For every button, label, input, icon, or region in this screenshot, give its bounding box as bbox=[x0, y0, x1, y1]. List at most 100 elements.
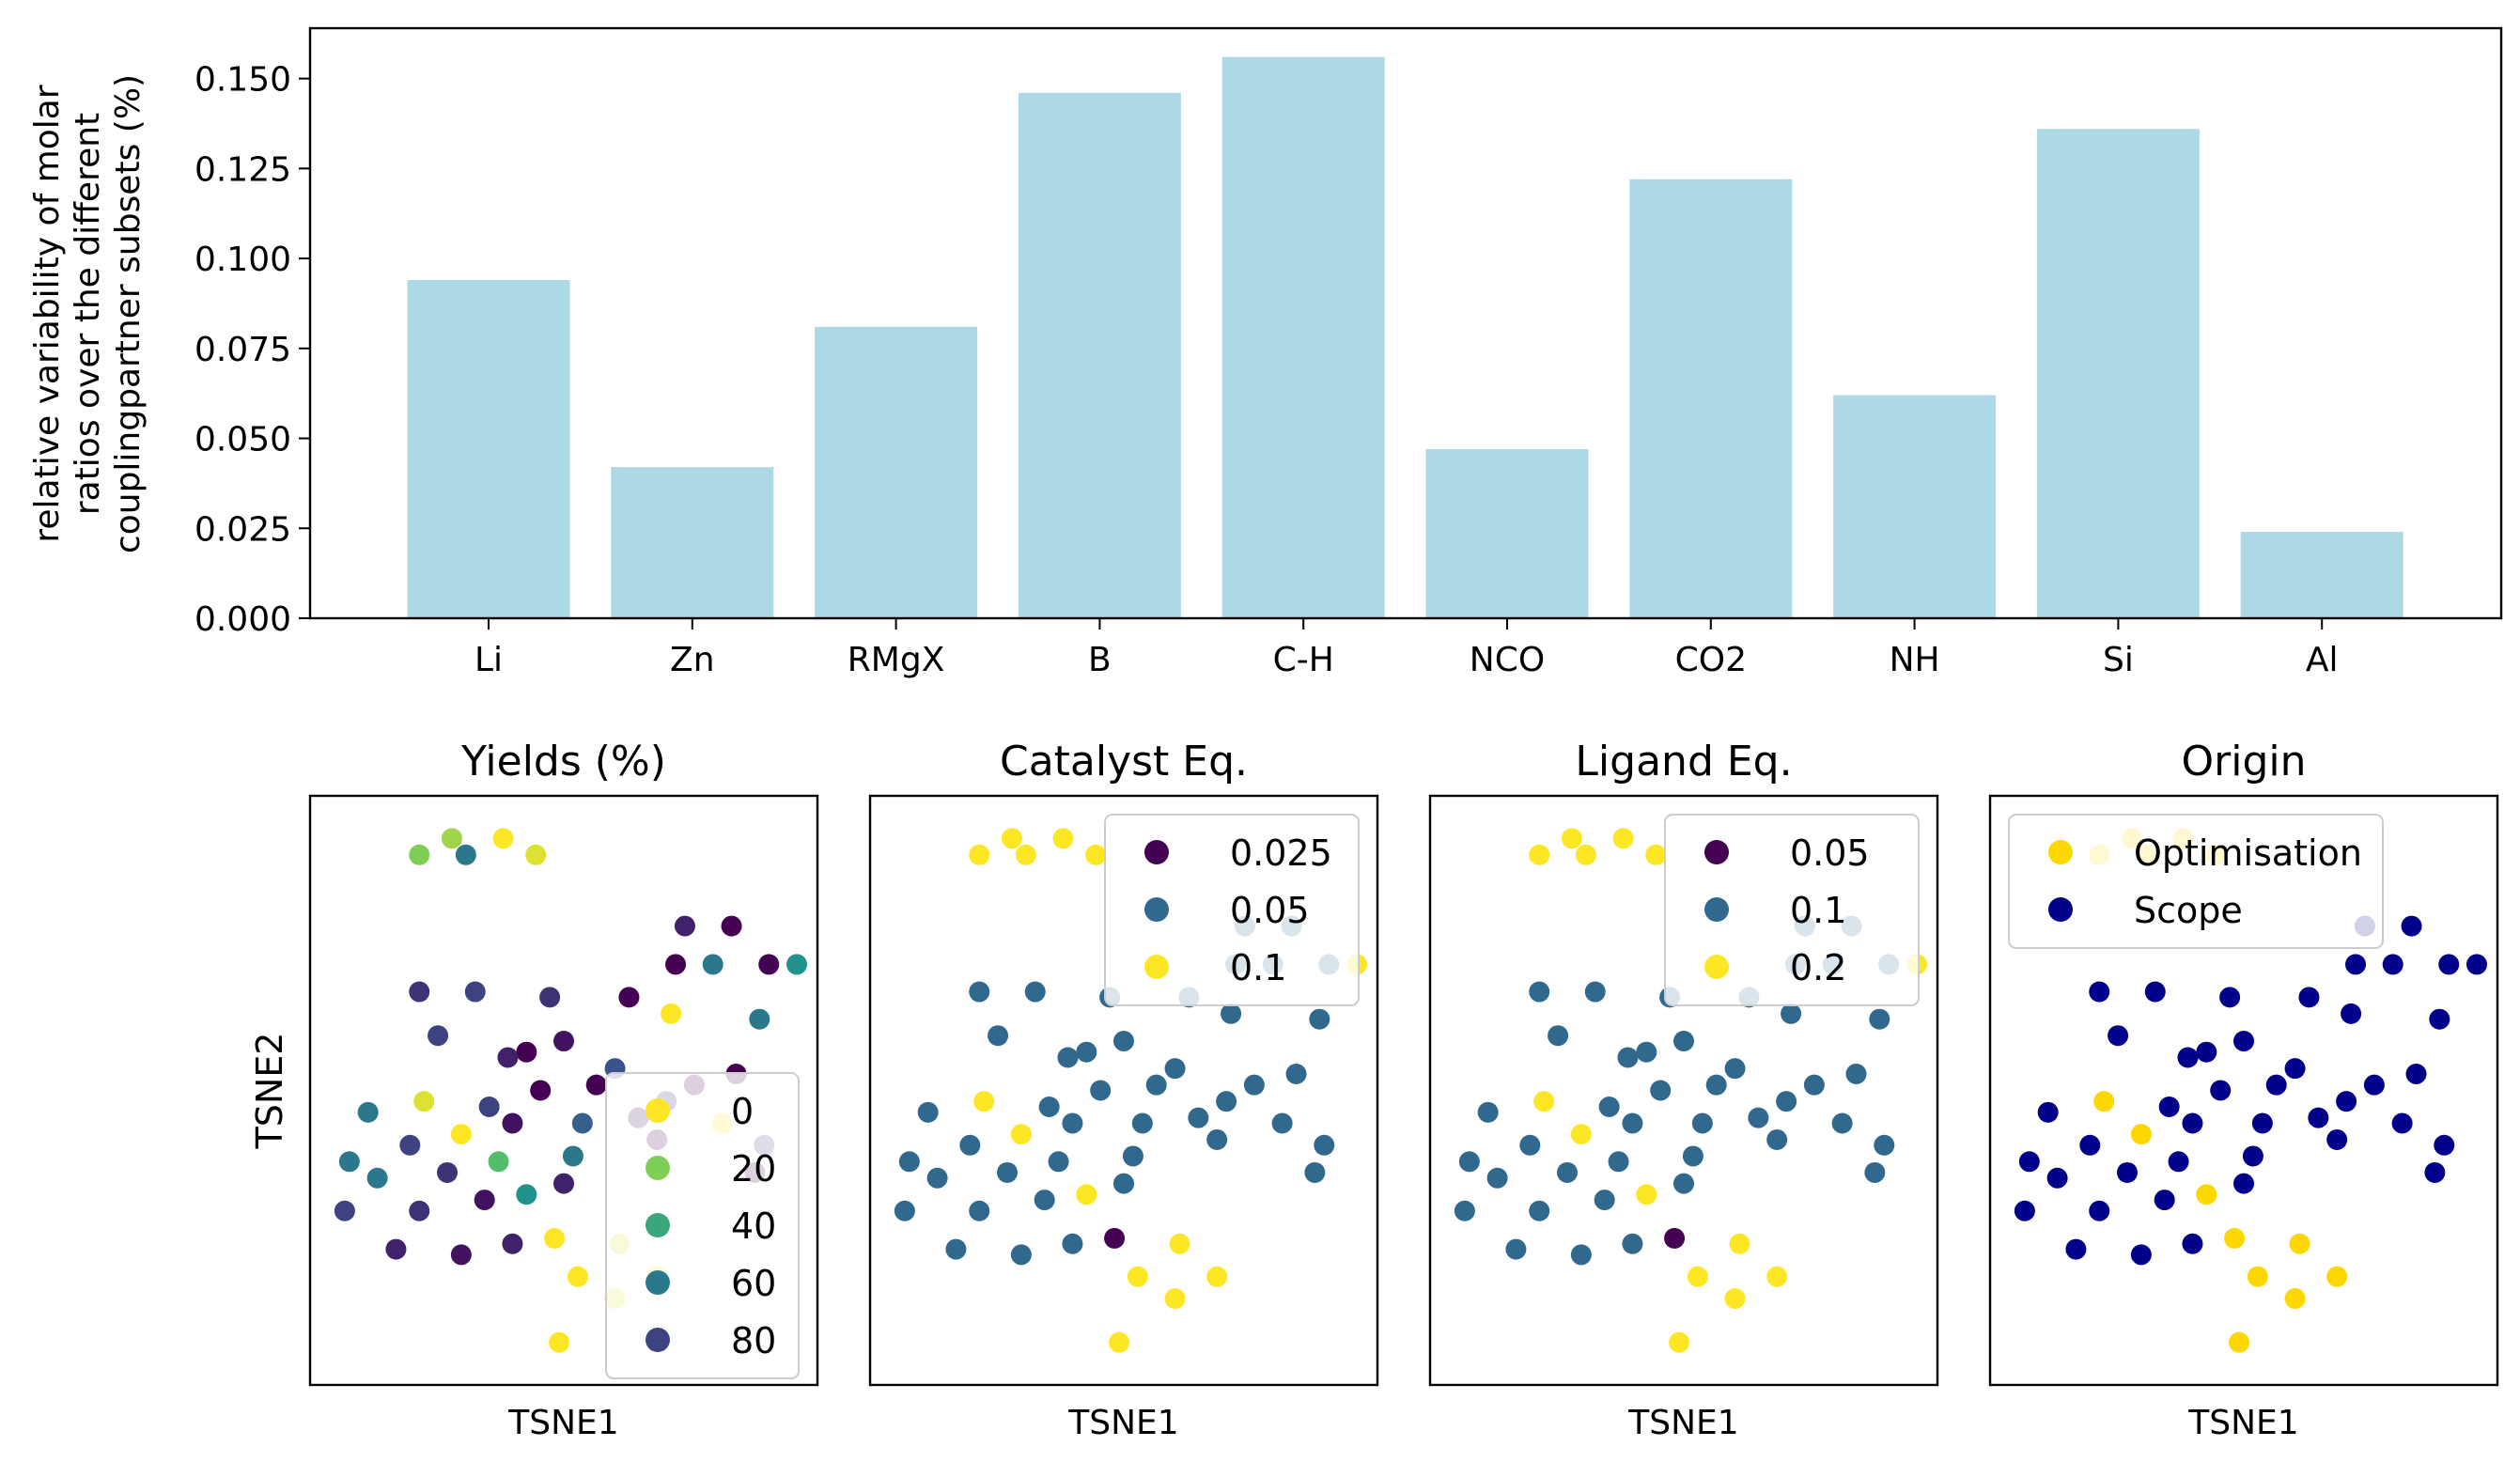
bar-c-h bbox=[1221, 56, 1385, 618]
legend-label: 0.2 bbox=[1790, 947, 1846, 988]
bar-x-tick-label: Li bbox=[474, 641, 503, 679]
scatter-point bbox=[2089, 981, 2110, 1003]
scatter-point bbox=[2158, 1096, 2180, 1117]
scatter-point bbox=[488, 1151, 509, 1173]
scatter-point bbox=[1122, 1145, 1143, 1167]
legend-label: 20 bbox=[731, 1148, 776, 1190]
scatter-point bbox=[1104, 1227, 1126, 1249]
scatter-point bbox=[1477, 1101, 1499, 1123]
scatter-point bbox=[1529, 1200, 1550, 1221]
bar-x-tick-label: Zn bbox=[670, 641, 714, 679]
scatter-point bbox=[1691, 1112, 1713, 1134]
legend-marker bbox=[1704, 840, 1729, 864]
scatter-point bbox=[1285, 1064, 1307, 1085]
legend-label: 80 bbox=[731, 1320, 776, 1361]
scatter-point bbox=[1206, 1128, 1228, 1150]
scatter-point bbox=[2130, 1124, 2152, 1145]
bar-si bbox=[2036, 129, 2200, 619]
scatter-point bbox=[409, 1200, 430, 1221]
scatter-point bbox=[553, 1031, 574, 1052]
legend-label: 0.025 bbox=[1230, 832, 1332, 874]
scatter-point bbox=[2308, 1107, 2329, 1128]
scatter-point bbox=[437, 1161, 458, 1183]
legend-marker bbox=[646, 1156, 670, 1180]
scatter-point bbox=[1085, 844, 1107, 865]
scatter-point bbox=[1548, 1025, 1569, 1047]
scatter-point bbox=[492, 828, 514, 849]
scatter-point bbox=[2196, 1041, 2217, 1063]
scatter-point bbox=[1781, 1003, 1802, 1024]
scatter-point bbox=[1687, 1266, 1708, 1287]
scatter-point bbox=[2079, 1134, 2101, 1156]
scatter-point bbox=[450, 1124, 472, 1145]
bar-y-tick-label: 0.100 bbox=[194, 241, 291, 279]
legend-marker bbox=[1704, 897, 1729, 922]
bar-series bbox=[407, 56, 2403, 619]
scatter-point bbox=[618, 987, 640, 1008]
scatter-point bbox=[1188, 1107, 1209, 1128]
scatter-point bbox=[2182, 1233, 2203, 1254]
scatter-point bbox=[1309, 1008, 1330, 1030]
bar-x-tick-label: NH bbox=[1890, 641, 1940, 679]
scatter-point bbox=[1864, 1161, 1886, 1183]
scatter-point bbox=[2014, 1200, 2035, 1221]
scatter-point bbox=[1645, 844, 1667, 865]
scatter-point bbox=[1048, 1151, 1069, 1173]
scatter-point bbox=[478, 1096, 500, 1117]
bar-li bbox=[407, 280, 570, 618]
scatter-point bbox=[1874, 1134, 1895, 1156]
scatter-point bbox=[2242, 1145, 2263, 1167]
scatter-point bbox=[399, 1134, 421, 1156]
scatter-point bbox=[2065, 1238, 2087, 1260]
scatter-point bbox=[1766, 1266, 1788, 1287]
scatter-point bbox=[1145, 1074, 1167, 1096]
scatter-frame bbox=[868, 794, 1379, 1387]
scatter-point bbox=[969, 1200, 990, 1221]
scatter-point bbox=[1505, 1238, 1527, 1260]
scatter-point bbox=[1664, 1227, 1686, 1249]
legend-label: 0 bbox=[731, 1091, 754, 1132]
scatter-point bbox=[1164, 1288, 1186, 1310]
scatter-point bbox=[502, 1233, 523, 1254]
scatter-point bbox=[1617, 1047, 1639, 1068]
scatter-point bbox=[969, 981, 990, 1003]
scatter-point bbox=[450, 1244, 472, 1266]
scatter-point bbox=[1038, 1096, 1060, 1117]
bar-x-tick-label: RMgX bbox=[848, 641, 945, 679]
legend-label: 60 bbox=[731, 1263, 776, 1304]
scatter-point bbox=[1598, 1096, 1620, 1117]
bar-x-ticks: Li Zn RMgX B C-H NCO CO2 NH Si Al bbox=[474, 618, 2339, 679]
bar-nh bbox=[1833, 395, 1997, 618]
scatter-points bbox=[1454, 828, 1927, 1353]
scatter-point bbox=[1109, 1331, 1130, 1353]
bar-chart: relative variability of molarratios over… bbox=[28, 26, 2503, 679]
bar-y-tick-label: 0.025 bbox=[194, 510, 291, 549]
scatter-point bbox=[2438, 954, 2460, 975]
scatter-point bbox=[2219, 987, 2241, 1008]
scatter-point bbox=[585, 1074, 607, 1096]
scatter-point bbox=[1669, 1331, 1690, 1353]
scatter-y-axis-label: TSNE2 bbox=[249, 1033, 290, 1150]
legend-marker bbox=[646, 1213, 670, 1237]
legend-box bbox=[2008, 814, 2384, 949]
bar-x-tick-label: C-H bbox=[1273, 641, 1334, 679]
scatter-point bbox=[2466, 954, 2487, 975]
bar-x-tick-label: NCO bbox=[1470, 641, 1545, 679]
bar-al bbox=[2240, 532, 2403, 618]
scatter-point bbox=[474, 1190, 495, 1211]
scatter-point bbox=[1831, 1112, 1853, 1134]
scatter-point bbox=[2224, 1227, 2246, 1249]
scatter-point bbox=[1529, 981, 1550, 1003]
legend-marker bbox=[1704, 955, 1729, 979]
scatter-panel-title: Ligand Eq. bbox=[1575, 738, 1792, 785]
legend-label: Optimisation bbox=[2134, 832, 2362, 874]
legend-marker bbox=[1144, 897, 1169, 922]
legend: 0 20 40 60 80 bbox=[605, 1072, 800, 1379]
bar-zn bbox=[611, 467, 774, 618]
scatter-point bbox=[2382, 954, 2403, 975]
scatter-point bbox=[926, 1167, 948, 1189]
legend-label: 40 bbox=[731, 1205, 776, 1247]
scatter-point bbox=[2424, 1161, 2446, 1183]
scatter-point bbox=[758, 954, 780, 975]
scatter-point bbox=[413, 1091, 435, 1112]
